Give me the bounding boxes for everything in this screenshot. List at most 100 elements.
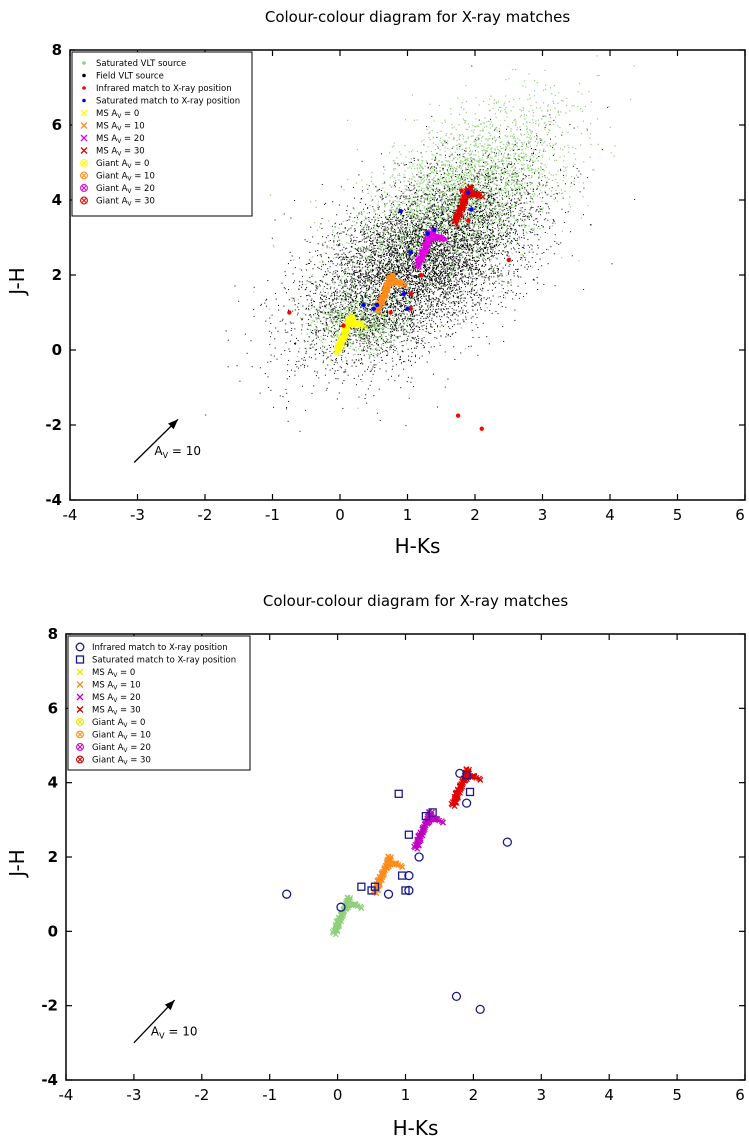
saturated-vlt-point [399, 241, 401, 243]
saturated-vlt-point [352, 242, 354, 244]
saturated-vlt-point [404, 198, 406, 201]
field-vlt-point [492, 234, 494, 236]
saturated-vlt-point [543, 122, 545, 124]
saturated-vlt-point [522, 167, 524, 169]
saturated-vlt-point [433, 169, 436, 172]
saturated-vlt-point [333, 244, 335, 246]
saturated-vlt-point [441, 192, 444, 194]
saturated-vlt-point [553, 153, 555, 155]
saturated-vlt-point [392, 200, 394, 202]
saturated-vlt-point [432, 171, 434, 173]
saturated-vlt-point [420, 166, 423, 168]
saturated-vlt-point [427, 312, 429, 314]
field-vlt-point [304, 409, 306, 411]
saturated-vlt-point [456, 234, 458, 236]
saturated-vlt-point [558, 92, 560, 94]
saturated-vlt-point [499, 184, 501, 186]
saturated-vlt-point [384, 214, 386, 216]
saturated-vlt-point [391, 186, 393, 188]
saturated-vlt-point [437, 181, 439, 183]
saturated-vlt-point [440, 222, 443, 224]
saturated-vlt-point [451, 159, 453, 162]
saturated-vlt-point [484, 150, 486, 152]
saturated-vlt-point [353, 208, 355, 210]
saturated-vlt-point [489, 213, 491, 215]
field-vlt-point [380, 317, 382, 319]
saturated-vlt-point [364, 335, 366, 337]
saturated-vlt-point [486, 161, 488, 163]
saturated-vlt-point [494, 167, 497, 169]
saturated-vlt-point [499, 220, 501, 222]
saturated-vlt-point [447, 196, 449, 199]
saturated-vlt-point [343, 189, 345, 191]
saturated-vlt-point [397, 203, 399, 206]
saturated-vlt-point [447, 175, 449, 177]
saturated-vlt-point [509, 147, 511, 149]
saturated-vlt-point [516, 127, 519, 129]
field-vlt-point [378, 214, 380, 216]
field-vlt-point [449, 312, 451, 314]
saturated-vlt-point [333, 346, 335, 348]
field-vlt-point [457, 264, 459, 266]
saturated-vlt-point [476, 289, 478, 292]
saturated-vlt-point [515, 159, 518, 161]
saturated-vlt-point [334, 328, 336, 330]
saturated-vlt-point [383, 333, 385, 335]
saturated-vlt-point [414, 223, 417, 225]
saturated-vlt-point [445, 242, 448, 244]
saturated-vlt-point [355, 329, 358, 331]
saturated-vlt-point [441, 199, 443, 201]
saturated-vlt-point [403, 267, 406, 269]
saturated-vlt-point [350, 291, 352, 293]
saturated-vlt-point [341, 331, 343, 334]
saturated-vlt-point [377, 200, 380, 203]
saturated-vlt-point [524, 169, 526, 171]
saturated-vlt-point [478, 161, 480, 163]
saturated-vlt-point [541, 175, 544, 178]
saturated-vlt-point [524, 192, 526, 194]
saturated-vlt-point [454, 203, 456, 205]
saturated-vlt-point [311, 319, 313, 321]
saturated-vlt-point [422, 178, 424, 180]
saturated-vlt-point [432, 182, 435, 184]
saturated-vlt-point [544, 177, 546, 179]
saturated-vlt-point [341, 231, 344, 233]
saturated-vlt-point [385, 203, 387, 205]
saturated-vlt-point [353, 304, 356, 306]
saturated-vlt-point [364, 342, 366, 345]
saturated-vlt-point [509, 175, 511, 177]
saturated-vlt-point [321, 349, 323, 351]
saturated-vlt-point [582, 182, 585, 184]
saturated-vlt-point [522, 109, 524, 111]
saturated-vlt-point [507, 216, 509, 219]
saturated-vlt-point [476, 199, 478, 201]
saturated-vlt-point [468, 152, 470, 155]
saturated-vlt-point [463, 220, 465, 222]
saturated-vlt-point [417, 243, 420, 245]
saturated-vlt-point [453, 228, 455, 230]
field-vlt-point [359, 303, 361, 305]
field-vlt-point [327, 335, 329, 337]
saturated-vlt-point [330, 344, 333, 346]
saturated-vlt-point [458, 239, 460, 241]
saturated-vlt-point [417, 190, 419, 192]
saturated-vlt-point [505, 148, 507, 150]
saturated-vlt-point [520, 114, 522, 116]
field-vlt-point [425, 298, 427, 300]
saturated-vlt-point [373, 209, 375, 211]
saturated-vlt-point [417, 180, 419, 182]
saturated-vlt-point [525, 153, 527, 155]
saturated-vlt-point [403, 310, 405, 312]
saturated-vlt-point [512, 181, 515, 183]
field-vlt-point [371, 264, 373, 266]
saturated-vlt-point [518, 155, 520, 158]
saturated-vlt-point [402, 309, 404, 311]
saturated-vlt-point [541, 140, 543, 142]
saturated-vlt-point [536, 107, 538, 109]
saturated-vlt-point [372, 311, 375, 314]
saturated-vlt-point [462, 179, 465, 181]
saturated-vlt-point [381, 199, 383, 201]
saturated-vlt-point [417, 211, 419, 213]
field-vlt-point [362, 256, 364, 258]
saturated-vlt-point [356, 328, 358, 330]
